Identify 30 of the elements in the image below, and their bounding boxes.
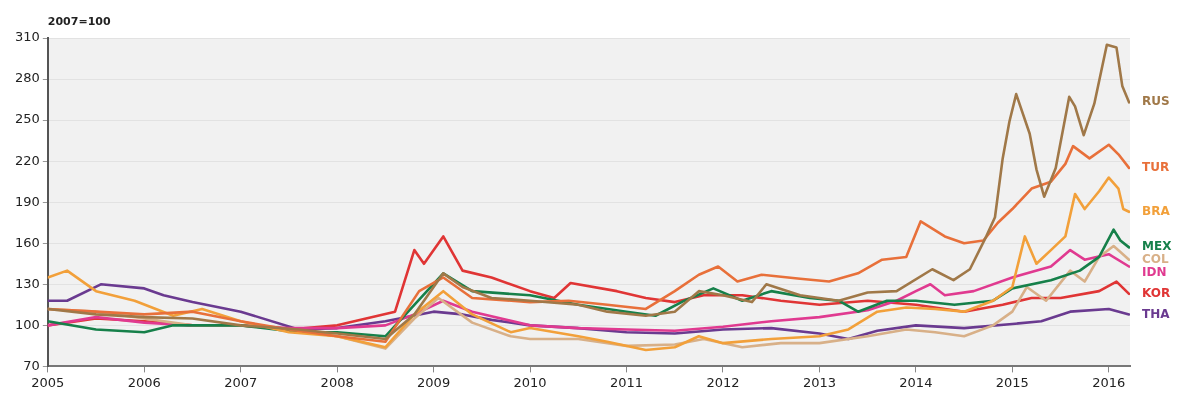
y-tick-label: 130 [14,275,40,291]
x-tick-label: 2010 [513,374,547,390]
x-tick-label: 2009 [417,374,451,390]
series-label: COL [1142,252,1170,267]
x-tick-label: 2008 [320,374,354,390]
y-tick-label: 100 [14,316,40,332]
x-tick-label: 2016 [1092,374,1126,390]
y-tick-label: 310 [14,29,40,45]
x-tick-label: 2005 [31,374,65,390]
x-tick-label: 2007 [224,374,258,390]
series-label: RUS [1142,94,1170,109]
series-label: KOR [1142,286,1171,300]
y-tick-label: 280 [14,70,40,86]
x-tick-label: 2013 [802,374,836,390]
y-tick-label: 220 [14,152,40,168]
series-label: TUR [1142,160,1170,175]
series-label: MEX [1142,239,1173,254]
x-tick-label: 2011 [609,374,644,390]
x-tick-label: 2015 [995,374,1029,390]
series-label: BRA [1142,203,1171,218]
x-tick-label: 2006 [127,374,161,390]
y-tick-label: 160 [14,234,40,250]
y-tick-label: 190 [14,193,40,209]
x-tick-label: 2012 [706,374,740,390]
y-tick-label: 70 [23,357,40,373]
y-axis-title: 2007=100 [47,15,111,29]
series-label: THA [1142,306,1171,321]
series-label: IDN [1142,265,1167,280]
y-tick-label: 250 [14,111,40,127]
x-tick-label: 2014 [899,374,933,390]
